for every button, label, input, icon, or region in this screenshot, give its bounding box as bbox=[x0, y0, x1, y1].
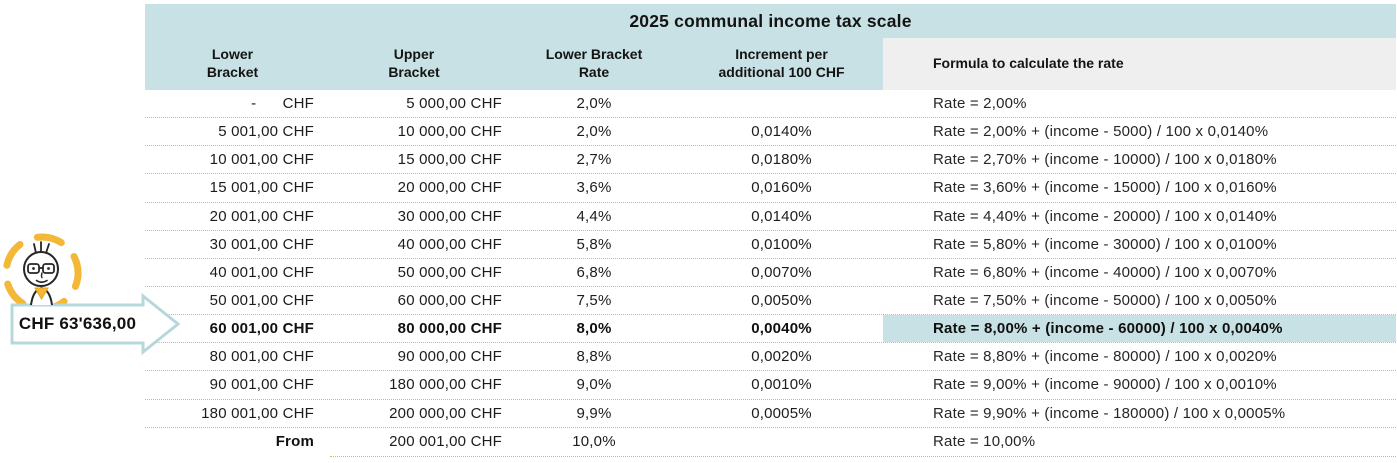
cell-increment: 0,0100% bbox=[751, 235, 812, 253]
column-header-increment: Increment per additional 100 CHF bbox=[718, 46, 845, 80]
column-header-upper-bracket: Upper Bracket bbox=[388, 46, 440, 80]
cell-formula: Rate = 6,80% + (income - 40000) / 100 x … bbox=[933, 263, 1277, 281]
cell-lower-bracket: 15 001,00 CHF bbox=[209, 179, 314, 197]
table-row: 80 001,00 CHF 90 000,00 CHF 8,8% 0,0020%… bbox=[145, 343, 1396, 372]
cell-upper-bracket: 50 000,00 CHF bbox=[397, 263, 502, 281]
cell-upper-bracket: 20 000,00 CHF bbox=[397, 179, 502, 197]
cell-lower-bracket: 40 001,00 CHF bbox=[209, 263, 314, 281]
cell-lower-bracket: 80 001,00 CHF bbox=[209, 348, 314, 366]
cell-upper-bracket: 180 000,00 CHF bbox=[389, 376, 502, 394]
cell-lower-bracket: From bbox=[275, 433, 314, 451]
table-row: 60 001,00 CHF 80 000,00 CHF 8,0% 0,0040%… bbox=[145, 315, 1396, 344]
cell-formula: Rate = 8,00% + (income - 60000) / 100 x … bbox=[883, 315, 1396, 343]
cell-increment: 0,0040% bbox=[751, 320, 812, 338]
cell-upper-bracket: 200 001,00 CHF bbox=[389, 433, 502, 451]
cell-lower-bracket: 20 001,00 CHF bbox=[209, 207, 314, 225]
cell-upper-bracket: 10 000,00 CHF bbox=[397, 123, 502, 141]
cell-increment bbox=[680, 428, 883, 456]
cell-increment: 0,0005% bbox=[751, 404, 812, 422]
cell-upper-bracket: 60 000,00 CHF bbox=[397, 292, 502, 310]
column-header-formula: Formula to calculate the rate bbox=[883, 38, 1396, 90]
table-bottom-border bbox=[330, 455, 1396, 457]
cell-upper-bracket: 40 000,00 CHF bbox=[397, 235, 502, 253]
table-row: 20 001,00 CHF 30 000,00 CHF 4,4% 0,0140%… bbox=[145, 203, 1396, 231]
cell-formula: Rate = 9,00% + (income - 90000) / 100 x … bbox=[933, 376, 1277, 394]
table-row: From 200 001,00 CHF 10,0% Rate = 10,00% bbox=[145, 428, 1396, 456]
column-header-lower-bracket: Lower Bracket bbox=[206, 46, 259, 80]
person-doodle-icon bbox=[2, 233, 181, 356]
cell-formula: Rate = 2,70% + (income - 10000) / 100 x … bbox=[933, 151, 1277, 169]
cell-increment: 0,0140% bbox=[751, 207, 812, 225]
callout-arrow bbox=[10, 292, 181, 356]
page-title: 2025 communal income tax scale bbox=[629, 10, 912, 31]
cell-formula: Rate = 5,80% + (income - 30000) / 100 x … bbox=[933, 235, 1277, 253]
income-callout: CHF 63'636,00 bbox=[0, 228, 200, 368]
table-row: 15 001,00 CHF 20 000,00 CHF 3,6% 0,0160%… bbox=[145, 174, 1396, 203]
table-row: 90 001,00 CHF 180 000,00 CHF 9,0% 0,0010… bbox=[145, 371, 1396, 400]
table-body: - CHF 5 000,00 CHF 2,0% Rate = 2,00% 5 0… bbox=[145, 90, 1396, 456]
tax-table: 2025 communal income tax scale Lower Bra… bbox=[145, 4, 1396, 457]
table-row: 50 001,00 CHF 60 000,00 CHF 7,5% 0,0050%… bbox=[145, 287, 1396, 316]
cell-lower-bracket: 10 001,00 CHF bbox=[209, 151, 314, 169]
table-row: 40 001,00 CHF 50 000,00 CHF 6,8% 0,0070%… bbox=[145, 259, 1396, 287]
cell-lower-bracket-rate: 8,0% bbox=[576, 320, 612, 338]
table-row: 5 001,00 CHF 10 000,00 CHF 2,0% 0,0140% … bbox=[145, 118, 1396, 147]
cell-lower-bracket-rate: 9,9% bbox=[576, 404, 612, 422]
cell-increment: 0,0010% bbox=[751, 376, 812, 394]
table-row: 180 001,00 CHF 200 000,00 CHF 9,9% 0,000… bbox=[145, 400, 1396, 428]
cell-lower-bracket-rate: 4,4% bbox=[576, 207, 612, 225]
cell-increment: 0,0140% bbox=[751, 123, 812, 141]
cell-formula: Rate = 10,00% bbox=[933, 433, 1036, 451]
cell-lower-bracket-rate: 2,0% bbox=[576, 123, 612, 141]
table-header-row: Lower Bracket Upper Bracket Lower Bracke… bbox=[145, 38, 1396, 90]
cell-lower-bracket-rate: 3,6% bbox=[576, 179, 612, 197]
cell-formula: Rate = 9,90% + (income - 180000) / 100 x… bbox=[933, 404, 1286, 422]
cell-lower-bracket: 60 001,00 CHF bbox=[209, 320, 314, 338]
table-row: - CHF 5 000,00 CHF 2,0% Rate = 2,00% bbox=[145, 90, 1396, 119]
cell-upper-bracket: 15 000,00 CHF bbox=[397, 151, 502, 169]
table-row: 10 001,00 CHF 15 000,00 CHF 2,7% 0,0180%… bbox=[145, 146, 1396, 175]
cell-lower-bracket-rate: 2,0% bbox=[576, 95, 612, 113]
cell-increment: 0,0050% bbox=[751, 292, 812, 310]
cell-increment bbox=[680, 90, 883, 117]
cell-upper-bracket: 90 000,00 CHF bbox=[397, 348, 502, 366]
cell-lower-bracket-rate: 7,5% bbox=[576, 292, 612, 310]
cell-increment: 0,0070% bbox=[751, 263, 812, 281]
cell-lower-bracket-rate: 5,8% bbox=[576, 235, 612, 253]
column-header-lower-bracket-rate: Lower Bracket Rate bbox=[545, 46, 643, 80]
cell-upper-bracket: 30 000,00 CHF bbox=[397, 207, 502, 225]
cell-lower-bracket: 180 001,00 CHF bbox=[201, 404, 314, 422]
cell-upper-bracket: 80 000,00 CHF bbox=[397, 320, 502, 338]
cell-upper-bracket: 200 000,00 CHF bbox=[389, 404, 502, 422]
cell-lower-bracket-rate: 10,0% bbox=[572, 433, 616, 451]
cell-lower-bracket: 50 001,00 CHF bbox=[209, 292, 314, 310]
cell-upper-bracket: 5 000,00 CHF bbox=[406, 95, 502, 113]
callout-amount: CHF 63'636,00 bbox=[18, 314, 137, 333]
cell-formula: Rate = 2,00% bbox=[933, 95, 1027, 113]
cell-lower-bracket-rate: 2,7% bbox=[576, 151, 612, 169]
cell-formula: Rate = 2,00% + (income - 5000) / 100 x 0… bbox=[933, 123, 1269, 141]
cell-lower-bracket: - CHF bbox=[251, 95, 314, 113]
table-row: 30 001,00 CHF 40 000,00 CHF 5,8% 0,0100%… bbox=[145, 231, 1396, 259]
cell-lower-bracket: 5 001,00 CHF bbox=[218, 123, 314, 141]
cell-formula: Rate = 7,50% + (income - 50000) / 100 x … bbox=[933, 292, 1277, 310]
cell-lower-bracket-rate: 9,0% bbox=[576, 376, 612, 394]
cell-lower-bracket-rate: 6,8% bbox=[576, 263, 612, 281]
cell-lower-bracket: 90 001,00 CHF bbox=[209, 376, 314, 394]
cell-formula: Rate = 8,80% + (income - 80000) / 100 x … bbox=[933, 348, 1277, 366]
table-title-band: 2025 communal income tax scale bbox=[145, 4, 1396, 38]
cell-formula: Rate = 4,40% + (income - 20000) / 100 x … bbox=[933, 207, 1277, 225]
cell-lower-bracket-rate: 8,8% bbox=[576, 348, 612, 366]
cell-increment: 0,0020% bbox=[751, 348, 812, 366]
cell-formula: Rate = 3,60% + (income - 15000) / 100 x … bbox=[933, 179, 1277, 197]
cell-increment: 0,0160% bbox=[751, 179, 812, 197]
cell-lower-bracket: 30 001,00 CHF bbox=[209, 235, 314, 253]
cell-increment: 0,0180% bbox=[751, 151, 812, 169]
